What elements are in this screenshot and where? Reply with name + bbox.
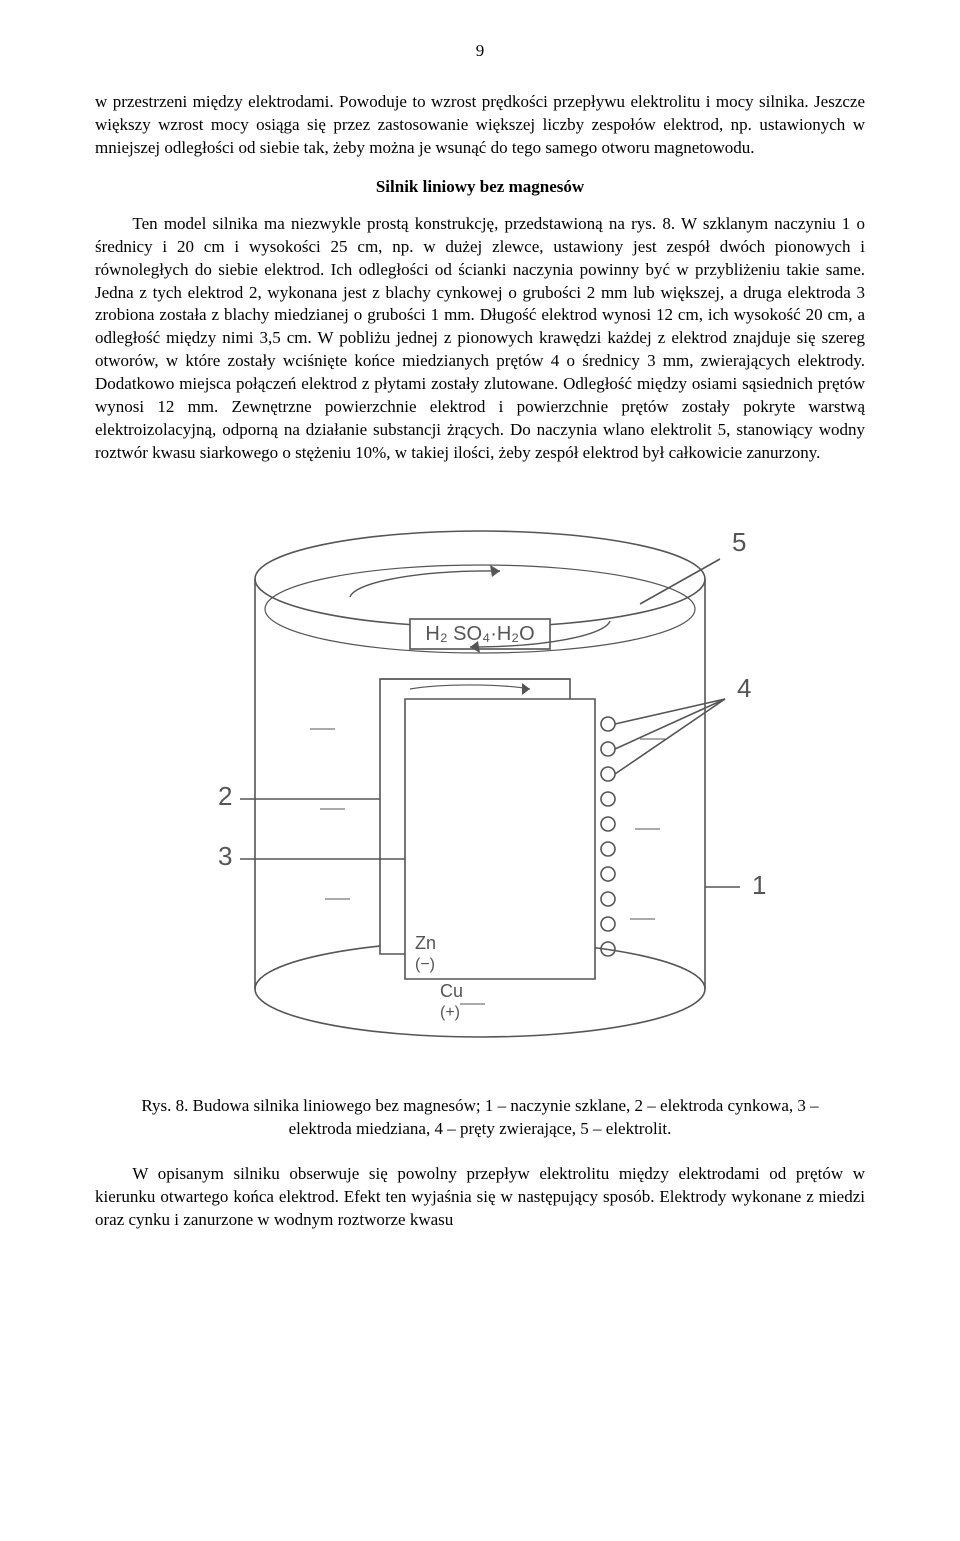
figure-caption: Rys. 8. Budowa silnika liniowego bez mag… <box>95 1095 865 1141</box>
paragraph-2: Ten model silnika ma niezwykle prostą ko… <box>95 213 865 465</box>
page-number: 9 <box>95 40 865 63</box>
label-5: 5 <box>732 527 746 557</box>
section-heading: Silnik liniowy bez magnesów <box>95 176 865 199</box>
label-4: 4 <box>737 673 751 703</box>
cu-sign: (+) <box>440 1004 460 1021</box>
cu-label: Cu <box>440 981 463 1001</box>
diagram-svg: H₂ SO₄·H₂O 5 4 1 2 3 Zn (−) Cu (+) <box>170 499 790 1069</box>
formula-label: H₂ SO₄·H₂O <box>425 623 534 645</box>
paragraph-1: w przestrzeni między elektrodami. Powodu… <box>95 91 865 160</box>
label-2: 2 <box>218 781 232 811</box>
label-3: 3 <box>218 841 232 871</box>
label-1: 1 <box>752 870 766 900</box>
zn-label: Zn <box>415 933 436 953</box>
paragraph-3: W opisanym silniku obserwuje się powolny… <box>95 1163 865 1232</box>
figure-8: H₂ SO₄·H₂O 5 4 1 2 3 Zn (−) Cu (+) <box>95 499 865 1069</box>
zn-sign: (−) <box>415 956 435 973</box>
